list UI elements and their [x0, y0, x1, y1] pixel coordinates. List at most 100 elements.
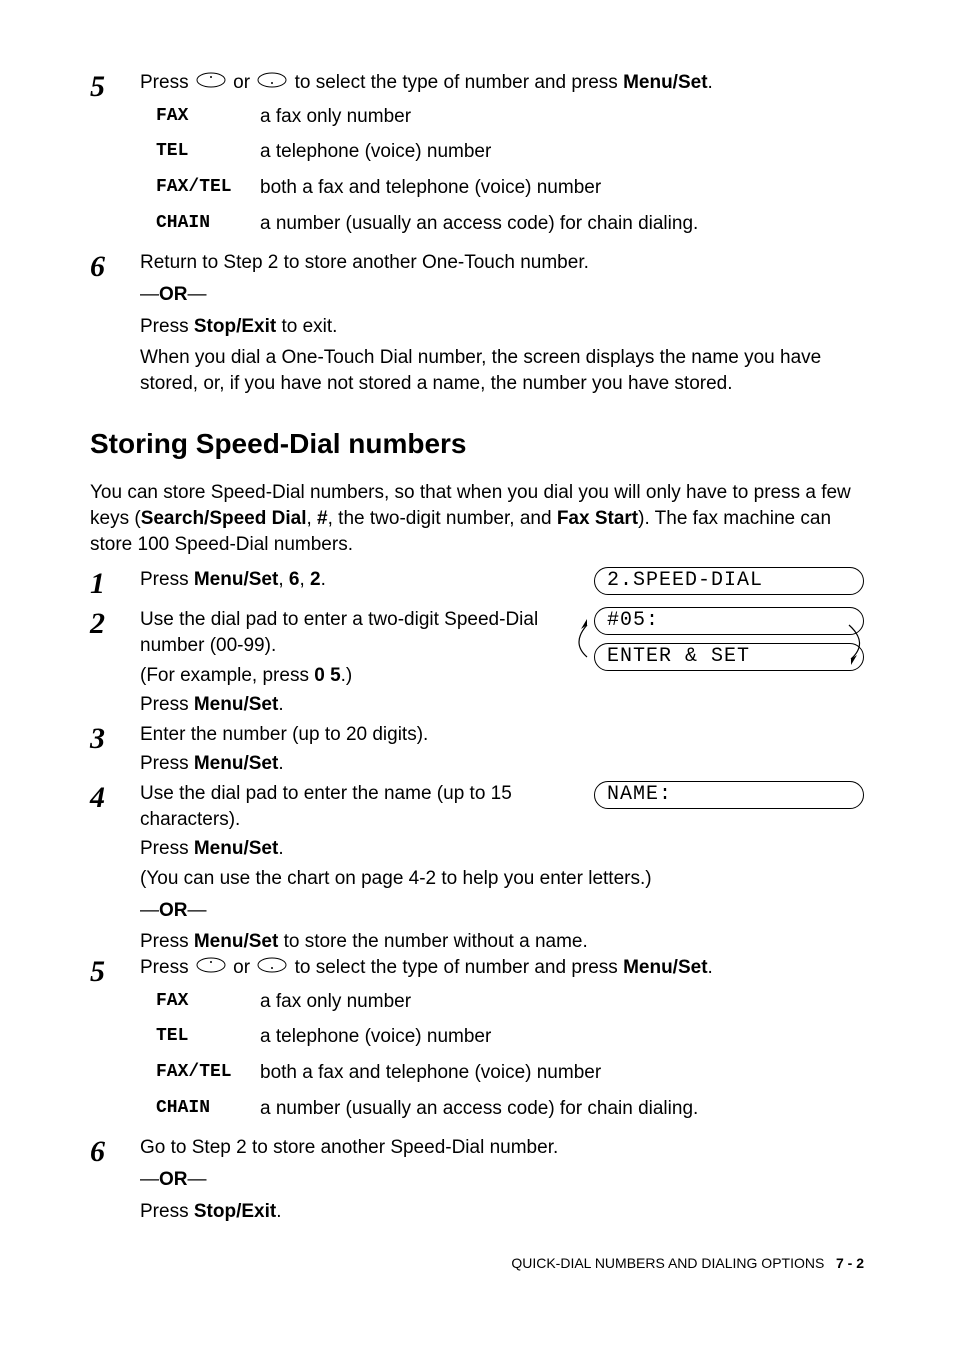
stop-exit-label: Stop/Exit: [194, 1201, 276, 1222]
text: Press Stop/Exit to exit.: [140, 314, 864, 340]
type-row: TEL a telephone (voice) number: [140, 1024, 864, 1050]
footer-text: QUICK-DIAL NUMBERS AND DIALING OPTIONS: [511, 1255, 824, 1271]
step-number: 2: [90, 607, 140, 639]
step-number: 3: [90, 722, 140, 754]
text: to select the type of number and press: [295, 957, 623, 978]
step-number: 6: [90, 1135, 140, 1167]
type-desc: a fax only number: [260, 104, 864, 130]
section-heading: Storing Speed-Dial numbers: [90, 425, 864, 463]
type-desc: a fax only number: [260, 989, 864, 1015]
text: Press: [140, 957, 194, 978]
text: .): [341, 665, 353, 686]
page-footer: QUICK-DIAL NUMBERS AND DIALING OPTIONS 7…: [90, 1254, 864, 1273]
menu-set-label: Menu/Set: [623, 957, 707, 978]
type-desc: a telephone (voice) number: [260, 139, 864, 165]
menu-set-label: Menu/Set: [194, 931, 278, 952]
type-desc: both a fax and telephone (voice) number: [260, 1060, 864, 1086]
type-code: TEL: [140, 1024, 260, 1050]
stop-exit-label: Stop/Exit: [194, 316, 276, 337]
step-4b: 4 Use the dial pad to enter the name (up…: [90, 781, 864, 832]
menu-set-label: Menu/Set: [194, 838, 278, 859]
text: #: [317, 508, 328, 529]
step-left: Use the dial pad to enter a two-digit Sp…: [140, 607, 564, 718]
or-label: OR: [159, 1169, 188, 1190]
type-row: FAX a fax only number: [140, 989, 864, 1015]
step-6a: 6 Return to Step 2 to store another One-…: [90, 250, 864, 396]
text: Press Menu/Set.: [140, 836, 864, 862]
text: .: [278, 753, 283, 774]
step-body: Return to Step 2 to store another One-To…: [140, 250, 864, 396]
text: Press: [140, 931, 194, 952]
text: Press Menu/Set to store the number witho…: [140, 929, 864, 955]
text: .: [708, 957, 713, 978]
text: When you dial a One-Touch Dial number, t…: [140, 345, 864, 396]
text: Press Stop/Exit.: [140, 1199, 864, 1225]
text: .: [276, 1201, 281, 1222]
step-left: Use the dial pad to enter the name (up t…: [140, 781, 564, 832]
text: (For example, press 0 5.): [140, 663, 564, 689]
text: .: [278, 838, 283, 859]
step-number: 6: [90, 250, 140, 282]
intro-paragraph: You can store Speed-Dial numbers, so tha…: [90, 480, 864, 557]
lcd-display: NAME:: [594, 781, 864, 809]
step-body: Enter the number (up to 20 digits). Pres…: [140, 722, 864, 777]
text: Press: [140, 694, 194, 715]
text: ,: [306, 508, 317, 529]
text: Enter the number (up to 20 digits).: [140, 722, 864, 748]
type-row: FAX/TEL both a fax and telephone (voice)…: [140, 175, 864, 201]
text: Press: [140, 1201, 194, 1222]
text: to exit.: [276, 316, 337, 337]
text: Return to Step 2 to store another One-To…: [140, 250, 864, 276]
text: Use the dial pad to enter the name (up t…: [140, 781, 564, 832]
text: .: [708, 72, 713, 93]
step-1b: 1 Press Menu/Set, 6, 2. 2.SPEED-DIAL: [90, 567, 864, 603]
type-row: CHAIN a number (usually an access code) …: [140, 1096, 864, 1122]
type-table: FAX a fax only number TEL a telephone (v…: [140, 104, 864, 237]
menu-set-label: Menu/Set: [194, 753, 278, 774]
type-code: TEL: [140, 139, 260, 165]
lcd-column: 2.SPEED-DIAL: [594, 567, 864, 603]
menu-set-label: Menu/Set: [194, 569, 278, 590]
step-body: Press or to select the type of number an…: [140, 955, 864, 1131]
text: 6: [289, 569, 300, 590]
or-line: —OR—: [140, 282, 864, 308]
text: Press: [140, 753, 194, 774]
or-line: —OR—: [140, 1167, 864, 1193]
text: or: [233, 72, 255, 93]
step-5a: 5 Press or to select the type of number …: [90, 70, 864, 246]
lcd-display: ENTER & SET: [594, 643, 864, 671]
step-5b: 5 Press or to select the type of number …: [90, 955, 864, 1131]
or-line: —OR—: [140, 898, 864, 924]
text: .: [278, 694, 283, 715]
text: Press: [140, 569, 194, 590]
step-4b-cont: Press Menu/Set. (You can use the chart o…: [140, 836, 864, 955]
lcd-column: #05: ENTER & SET: [594, 607, 864, 679]
text: (For example, press: [140, 665, 314, 686]
lcd-display: #05:: [594, 607, 864, 635]
text: or: [233, 957, 255, 978]
type-desc: a number (usually an access code) for ch…: [260, 1096, 864, 1122]
up-oval-icon: [196, 70, 226, 96]
text: Go to Step 2 to store another Speed-Dial…: [140, 1135, 864, 1161]
step-body: Use the dial pad to enter the name (up t…: [140, 781, 864, 832]
type-code: CHAIN: [140, 211, 260, 237]
text: 2: [310, 569, 321, 590]
text: Press Menu/Set.: [140, 751, 864, 777]
step-body: Use the dial pad to enter a two-digit Sp…: [140, 607, 864, 718]
type-desc: a number (usually an access code) for ch…: [260, 211, 864, 237]
type-row: FAX/TEL both a fax and telephone (voice)…: [140, 1060, 864, 1086]
step-left: Press Menu/Set, 6, 2.: [140, 567, 564, 593]
lcd-display: 2.SPEED-DIAL: [594, 567, 864, 595]
page-number: 7 - 2: [836, 1255, 864, 1271]
text: Press Menu/Set.: [140, 692, 564, 718]
text: (You can use the chart on page 4-2 to he…: [140, 866, 864, 892]
text: 0 5: [314, 665, 340, 686]
step-number: 5: [90, 955, 140, 987]
step-3b: 3 Enter the number (up to 20 digits). Pr…: [90, 722, 864, 777]
menu-set-label: Menu/Set: [623, 72, 707, 93]
type-code: CHAIN: [140, 1096, 260, 1122]
type-code: FAX/TEL: [140, 175, 260, 201]
type-row: CHAIN a number (usually an access code) …: [140, 211, 864, 237]
text: Search/Speed Dial: [141, 508, 307, 529]
text: Press: [140, 838, 194, 859]
